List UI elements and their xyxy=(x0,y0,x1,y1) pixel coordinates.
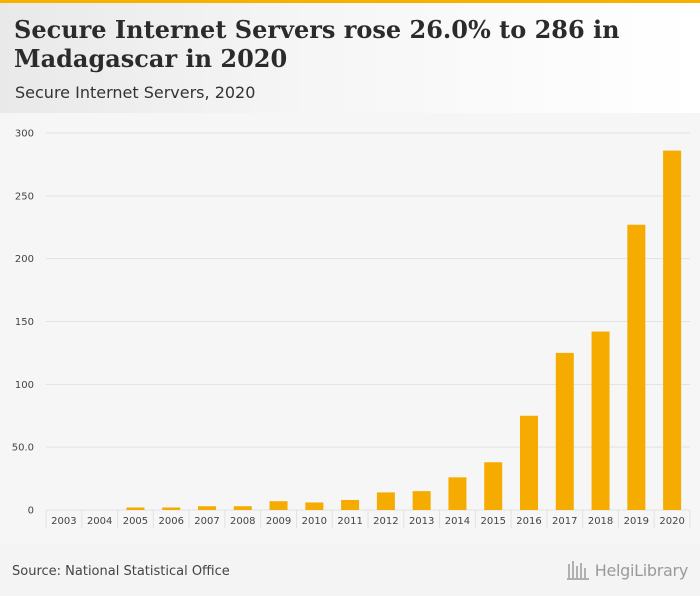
x-tick-label: 2005 xyxy=(123,516,148,527)
bar xyxy=(555,352,574,510)
bar xyxy=(198,506,216,510)
x-tick-label: 2008 xyxy=(230,516,255,527)
y-tick-label: 50.0 xyxy=(12,443,34,454)
y-tick-label: 200 xyxy=(15,254,34,265)
source-note: Source: National Statistical Office xyxy=(12,564,230,579)
chart-area: 0 50.0 100 150 200 250 300 2003 2004 2005 2006 2007… xyxy=(0,113,700,543)
bar xyxy=(233,506,252,510)
x-tick-label: 2014 xyxy=(445,516,470,527)
bar xyxy=(627,224,646,510)
bar xyxy=(448,477,467,510)
accent-bar xyxy=(0,0,700,3)
x-tick-label: 2003 xyxy=(51,516,76,527)
page-title: Secure Internet Servers rose 26.0% to 28… xyxy=(14,15,620,73)
bar xyxy=(341,499,360,510)
x-tick-label: 2017 xyxy=(552,516,577,527)
x-tick-label: 2012 xyxy=(373,516,398,527)
bar xyxy=(376,492,395,510)
footer: Source: National Statistical Office Helg… xyxy=(0,543,700,596)
x-tick-label: 2007 xyxy=(194,516,219,527)
x-tick-label: 2006 xyxy=(158,516,183,527)
x-tick-label: 2009 xyxy=(266,516,291,527)
bar xyxy=(269,501,288,510)
library-icon xyxy=(566,561,589,580)
x-tick-label: 2020 xyxy=(659,516,684,527)
x-tick-label: 2011 xyxy=(337,516,362,527)
x-tick-label: 2013 xyxy=(409,516,434,527)
header: Secure Internet Servers rose 26.0% to 28… xyxy=(0,3,700,113)
y-tick-label: 250 xyxy=(15,191,34,202)
x-tick-label: 2019 xyxy=(624,516,649,527)
bar xyxy=(126,507,145,510)
y-tick-label: 300 xyxy=(15,129,34,140)
x-tick-label: 2010 xyxy=(302,516,327,527)
y-tick-label: 150 xyxy=(15,317,34,328)
x-tick-label: 2015 xyxy=(480,516,505,527)
bar xyxy=(412,491,431,510)
bar xyxy=(162,507,181,510)
y-tick-label: 0 xyxy=(28,506,34,517)
x-tick-label: 2016 xyxy=(516,516,541,527)
y-tick-label: 100 xyxy=(15,380,34,391)
bar-chart: 0 50.0 100 150 200 250 300 2003 2004 2005 2006 2007… xyxy=(12,129,691,528)
bar xyxy=(591,331,610,510)
bar xyxy=(305,502,324,510)
brand-name: HelgiLibrary xyxy=(594,560,689,580)
bar xyxy=(484,462,503,510)
bar xyxy=(663,150,682,511)
chart-subtitle: Secure Internet Servers, 2020 xyxy=(15,83,256,102)
x-tick-label: 2004 xyxy=(87,516,112,527)
x-tick-label: 2018 xyxy=(588,516,613,527)
bar xyxy=(520,415,538,510)
brand-logo: HelgiLibrary xyxy=(566,560,689,580)
